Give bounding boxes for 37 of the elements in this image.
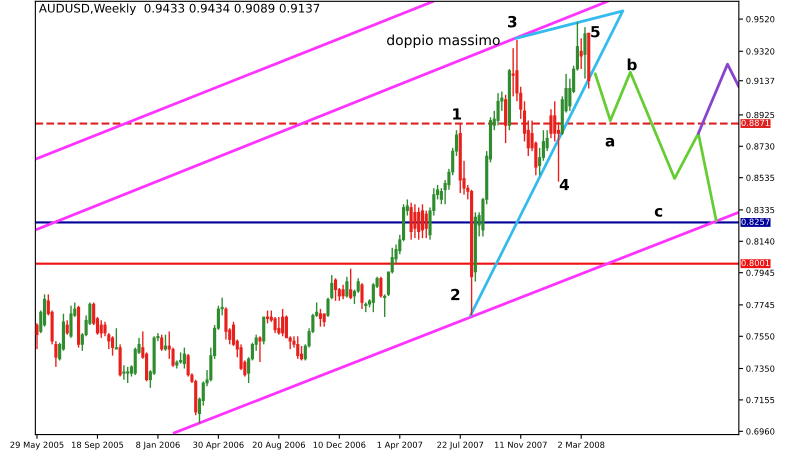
x-tick-label: 1 Apr 2007 [378,442,422,450]
annotation: 3 [508,16,516,28]
y-tick-label: 0.8535 [746,174,774,181]
y-tick-label: 0.7945 [746,270,774,276]
y-tick-label: 0.7350 [746,365,774,372]
annotation: 5 [591,26,600,38]
x-tick-label: 18 Sep 2005 [72,442,124,450]
ref-line-label: 0.8001 [742,260,770,266]
annotation: a [606,138,614,147]
y-tick-label: 0.9520 [746,16,774,22]
y-tick-label: 0.8140 [746,238,774,245]
y-tick-label: 0.6960 [746,428,774,435]
x-tick-label: 2 Mar 2008 [558,442,604,448]
y-tick-label: 0.8730 [746,143,774,150]
x-tick-label: 20 Aug 2006 [252,442,306,450]
annotation: b [628,58,637,70]
chart-title: AUDUSD,Weekly 0.9433 0.9434 0.9089 0.9137 [38,4,320,15]
x-tick-label: 11 Nov 2007 [494,442,547,448]
ref-line-label: 0.8871 [742,120,770,126]
annotation: 1 [453,108,462,120]
y-tick-label: 0.8335 [746,206,774,214]
annotation: 4 [560,178,569,190]
x-tick-label: 30 Apr 2006 [193,442,244,450]
y-tick-label: 0.7155 [746,396,774,404]
y-tick-label: 0.7745 [746,302,774,308]
y-tick-label: 0.7550 [746,333,774,340]
x-tick-label: 29 May 2005 [10,442,64,450]
x-tick-label: 8 Jan 2006 [136,442,180,450]
annotation: doppio massimo [387,34,500,48]
ref-line-label: 0.8257 [742,218,770,225]
x-tick-label: 10 Dec 2006 [314,442,366,448]
annotation: c [654,208,662,217]
y-tick-label: 0.9137 [746,78,774,84]
x-tick-label: 22 Jul 2007 [437,441,484,450]
y-tick-label: 0.8925 [746,112,774,118]
y-tick-label: 0.9320 [746,48,774,55]
annotation: 2 [451,288,460,300]
